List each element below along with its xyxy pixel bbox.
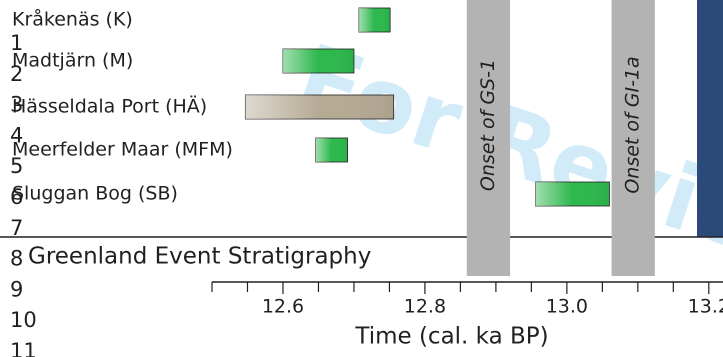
row-label: Sluggan Bog (SB): [12, 183, 178, 205]
line-number: 4: [10, 123, 23, 147]
range-sheen: [536, 182, 610, 206]
range-sheen: [245, 95, 393, 119]
line-number: 7: [10, 216, 23, 240]
section-title: Greenland Event Stratigraphy: [28, 244, 371, 270]
x-axis-label: Time (cal. ka BP): [354, 324, 548, 350]
line-number: 1: [10, 31, 23, 55]
x-tick-label: 13.0: [546, 296, 588, 318]
event-label: Onset of GI-1a: [622, 56, 644, 193]
x-tick-label: 12.6: [262, 296, 304, 318]
line-number: 8: [10, 247, 23, 271]
row-label: Kråkenäs (K): [12, 8, 133, 31]
range-sheen: [283, 49, 354, 73]
row-label: Madtjärn (M): [12, 50, 133, 72]
line-number: 5: [10, 154, 23, 178]
line-number: 3: [10, 93, 23, 117]
page: For Review Greenland Event Stratigraphy …: [0, 0, 723, 357]
event-label: Onset of GS-1: [477, 59, 499, 191]
line-number: 9: [10, 277, 23, 301]
line-number: 2: [10, 62, 23, 86]
row-label: Meerfelder Maar (MFM): [12, 139, 233, 161]
row-label: Hässeldala Port (HÄ): [12, 95, 207, 118]
range-sheen: [316, 138, 348, 162]
range-sheen: [359, 8, 390, 32]
line-number: 10: [10, 308, 37, 332]
map-edge: [697, 0, 723, 237]
x-tick-label: 12.8: [404, 296, 446, 318]
x-tick-label: 13.2: [688, 296, 723, 318]
line-number: 11: [10, 339, 37, 357]
line-number: 6: [10, 185, 23, 209]
chart: For Review Greenland Event Stratigraphy …: [0, 0, 723, 357]
